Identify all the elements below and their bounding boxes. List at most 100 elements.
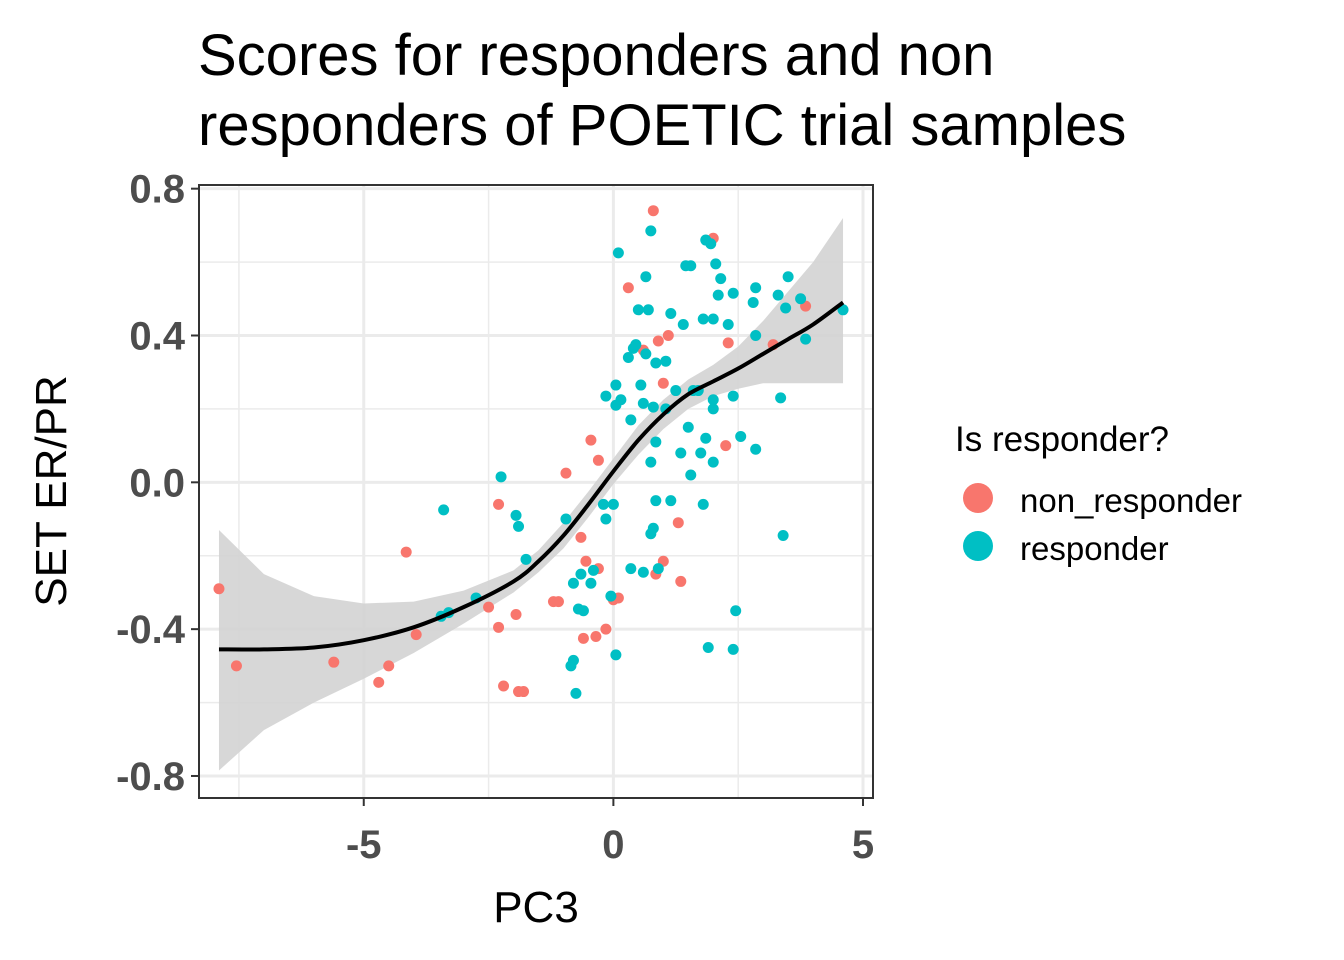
data-point-responder: [697, 313, 709, 325]
data-point-responder: [495, 471, 507, 483]
data-point-responder: [685, 469, 697, 481]
data-point-responder: [585, 577, 597, 589]
data-point-responder: [560, 513, 572, 525]
data-point-responder: [650, 436, 662, 448]
data-point-responder: [637, 397, 649, 409]
data-point-responder: [705, 238, 717, 250]
data-point-responder: [677, 318, 689, 330]
legend-label-responder: responder: [1020, 530, 1169, 567]
data-point-responder: [730, 605, 742, 617]
y-tick-label: -0.4: [116, 608, 186, 652]
legend: Is responder? non_responder responder: [955, 420, 1242, 567]
data-point-responder: [607, 498, 619, 510]
data-point-responder: [772, 289, 784, 301]
data-point-responder: [715, 273, 727, 285]
data-point-responder: [567, 577, 579, 589]
data-point-non-responder: [592, 454, 604, 466]
data-point-responder: [707, 403, 719, 415]
data-point-responder: [837, 304, 849, 316]
data-point-responder: [747, 296, 759, 308]
data-point-non-responder: [577, 632, 589, 644]
data-point-responder: [600, 513, 612, 525]
data-point-responder: [610, 649, 622, 661]
data-point-non-responder: [328, 656, 340, 668]
data-point-responder: [575, 568, 587, 580]
data-point-responder: [513, 520, 525, 532]
data-point-responder: [642, 304, 654, 316]
data-point-responder: [640, 271, 652, 283]
data-point-responder: [597, 498, 609, 510]
data-point-responder: [632, 304, 644, 316]
data-point-responder: [665, 307, 677, 319]
data-point-non-responder: [518, 686, 530, 698]
data-point-non-responder: [400, 546, 412, 558]
x-axis: -5 0 5: [346, 798, 874, 867]
data-point-responder: [570, 687, 582, 699]
data-point-responder: [750, 282, 762, 294]
data-point-non-responder: [720, 440, 732, 452]
data-point-responder: [660, 355, 672, 367]
data-point-non-responder: [622, 282, 634, 294]
data-point-responder: [685, 260, 697, 272]
data-point-responder: [510, 509, 522, 521]
data-point-non-responder: [722, 337, 734, 349]
data-point-responder: [630, 339, 642, 351]
x-tick-label: -5: [346, 823, 382, 867]
data-point-responder: [647, 401, 659, 413]
data-point-responder: [800, 333, 812, 345]
data-point-responder: [567, 654, 579, 666]
data-point-non-responder: [575, 531, 587, 543]
data-point-responder: [722, 318, 734, 330]
x-tick-label: 0: [602, 823, 624, 867]
data-point-non-responder: [410, 629, 422, 641]
smooth-line: [218, 300, 845, 652]
chart-title-line-1: Scores for responders and non: [198, 23, 994, 88]
data-point-responder: [727, 390, 739, 402]
data-point-responder: [777, 530, 789, 542]
data-point-responder: [707, 313, 719, 325]
data-point-non-responder: [662, 329, 674, 341]
legend-label-non-responder: non_responder: [1020, 482, 1242, 519]
data-point-responder: [682, 421, 694, 433]
data-point-responder: [707, 394, 719, 406]
data-point-responder: [652, 563, 664, 575]
smooth-line-layer: [218, 300, 845, 652]
data-point-non-responder: [580, 555, 592, 567]
data-point-non-responder: [560, 467, 572, 479]
data-point-non-responder: [585, 434, 597, 446]
data-point-responder: [697, 498, 709, 510]
data-point-responder: [438, 504, 450, 516]
data-point-responder: [625, 563, 637, 575]
data-point-responder: [695, 447, 707, 459]
data-point-non-responder: [493, 498, 505, 510]
data-point-responder: [645, 225, 657, 237]
data-point-responder: [587, 564, 599, 576]
data-point-responder: [675, 447, 687, 459]
data-point-non-responder: [213, 583, 225, 595]
data-point-responder: [625, 414, 637, 426]
data-point-non-responder: [383, 660, 395, 672]
points-layer: [213, 205, 849, 699]
data-point-responder: [780, 302, 792, 314]
data-point-responder: [735, 430, 747, 442]
data-point-responder: [707, 456, 719, 468]
data-point-responder: [727, 287, 739, 299]
data-point-responder: [702, 642, 714, 654]
legend-key-non-responder: [963, 483, 993, 513]
data-point-responder: [712, 289, 724, 301]
data-point-responder: [750, 443, 762, 455]
data-point-responder: [600, 390, 612, 402]
data-point-responder: [775, 392, 787, 404]
data-point-responder: [640, 348, 652, 360]
smooth-ribbon-layer: [218, 218, 844, 771]
data-point-non-responder: [373, 676, 385, 688]
x-axis-title: PC3: [493, 883, 579, 932]
data-point-responder: [635, 379, 647, 391]
data-point-non-responder: [647, 205, 659, 217]
data-point-responder: [665, 495, 677, 507]
data-point-non-responder: [600, 623, 612, 635]
y-axis: -0.8 -0.4 0.0 0.4 0.8: [116, 168, 199, 799]
data-point-non-responder: [675, 575, 687, 587]
x-tick-label: 5: [852, 823, 874, 867]
